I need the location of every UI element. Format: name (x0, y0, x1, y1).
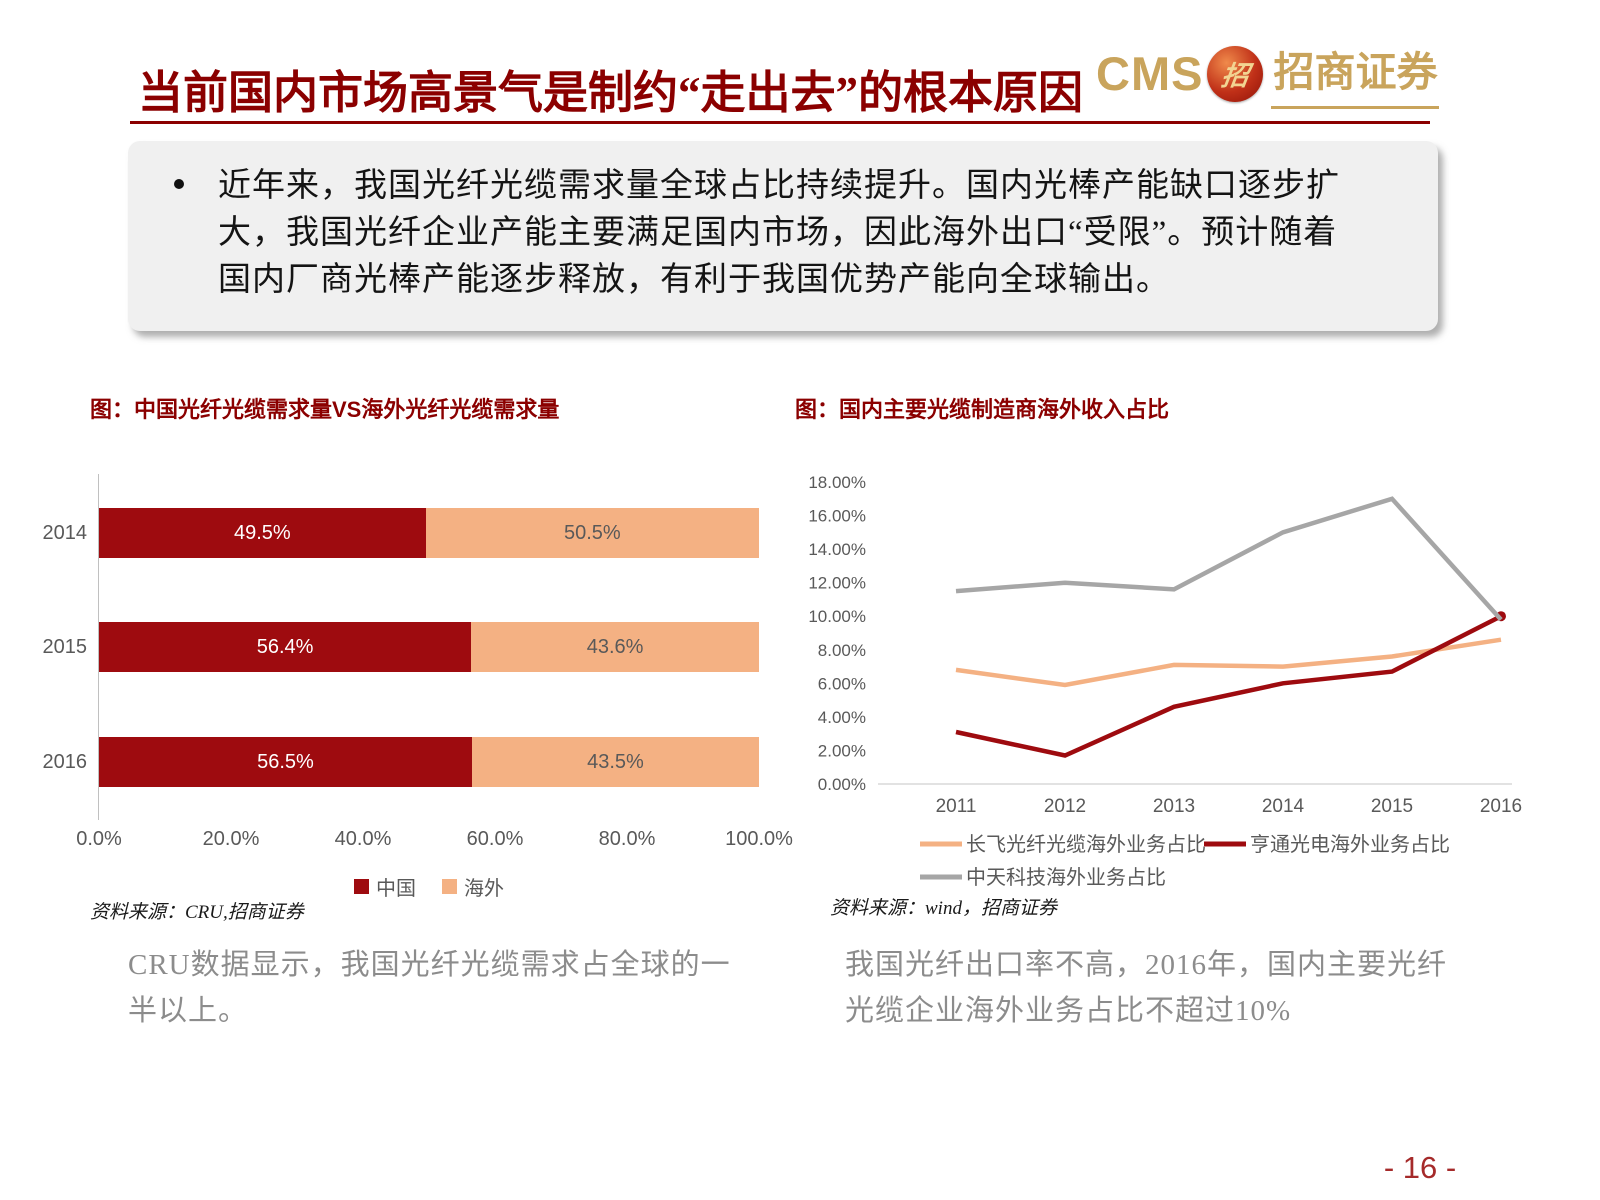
y-tick-label: 0.00% (818, 775, 866, 794)
page-number: - 16 - (1383, 1150, 1457, 1185)
y-tick-label: 8.00% (818, 641, 866, 660)
bar-value-label: 43.6% (586, 635, 644, 658)
bar-value-label: 56.4% (256, 635, 314, 658)
legend-label-长飞光纤光缆海外业务占比: 长飞光纤光缆海外业务占比 (966, 833, 1206, 856)
legend-label: 海外 (464, 878, 504, 900)
y-tick-label: 14.00% (808, 540, 866, 559)
bar-row-2015: 2015 56.4% 43.6% (43, 622, 759, 672)
emblem-glyph: 招 (1219, 61, 1251, 91)
line-series-中天科技海外业务占比 (955, 496, 1503, 622)
page-title: 当前国内市场高景气是制约“走出去”的根本原因 (138, 68, 1084, 118)
line-series-亨通光电海外业务占比 (955, 614, 1503, 758)
x-tick-label: 20.0% (202, 828, 260, 850)
bar-value-label: 50.5% (563, 521, 621, 544)
y-tick-label: 4.00% (818, 708, 866, 727)
legend-label: 中国 (376, 878, 416, 900)
left-caption: CRU数据显示，我国光纤光缆需求占全球的一半以上。 (128, 949, 731, 1027)
legend-swatch (442, 879, 457, 894)
x-tick-label: 2011 (936, 796, 977, 817)
right-caption: 我国光纤出口率不高，2016年，国内主要光纤光缆企业海外业务占比不超过10% (845, 949, 1448, 1027)
x-tick-label: 0.0% (76, 828, 122, 850)
x-tick-label: 40.0% (334, 828, 392, 850)
y-tick-label: 10.00% (808, 607, 866, 626)
y-tick-label: 16.00% (808, 507, 866, 526)
legend-label-亨通光电海外业务占比: 亨通光电海外业务占比 (1250, 833, 1450, 856)
cms-emblem-icon: 招 (1207, 45, 1264, 102)
bar-segment-中国: 49.5% (99, 508, 426, 558)
bar-category-label: 2015 (42, 636, 88, 658)
x-tick-label: 2014 (1262, 796, 1305, 817)
x-tick-label: 2016 (1480, 796, 1522, 817)
legend-swatch (354, 879, 369, 894)
legend-label-中天科技海外业务占比: 中天科技海外业务占比 (966, 866, 1166, 889)
summary-box: 近年来，我国光纤光缆需求量全球占比持续提升。国内光棒产能缺口逐步扩大，我国光纤企… (128, 141, 1438, 331)
right-chart-title: 图：国内主要光缆制造商海外收入占比 (795, 397, 1170, 422)
bar-chart-legend: 中国 海外 (99, 872, 759, 901)
line-chart: 0.00% 2.00% 4.00% 6.00% 8.00% 10.00% 12.00% 14.… (808, 473, 1522, 889)
y-tick-label: 6.00% (818, 674, 866, 693)
bar-category-label: 2016 (42, 751, 88, 773)
bar-chart-x-axis: 0.0% 20.0% 40.0% 60.0% 80.0% 100.0% (76, 828, 793, 852)
x-tick-label: 80.0% (598, 828, 656, 850)
bar-segment-海外: 50.5% (425, 508, 759, 558)
left-source-note: 资料来源：CRU,招商证券 (90, 902, 304, 923)
y-tick-label: 2.00% (818, 741, 866, 760)
bar-segment-海外: 43.5% (471, 737, 759, 787)
legend-item-中国: 中国 (354, 872, 416, 901)
y-tick-label: 18.00% (808, 473, 866, 492)
company-logo: CMS 招 招商证券 (1096, 38, 1440, 109)
x-tick-label: 2015 (1371, 796, 1413, 817)
bullet-marker (174, 179, 184, 189)
x-tick-label: 2013 (1153, 796, 1195, 817)
x-tick-label: 60.0% (466, 828, 524, 850)
bar-category-label: 2014 (42, 522, 88, 544)
x-tick-label: 100.0% (725, 828, 793, 850)
bar-segment-中国: 56.4% (99, 622, 472, 672)
right-source-note: 资料来源：wind，招商证券 (830, 898, 1057, 919)
bar-value-label: 49.5% (233, 521, 291, 544)
bar-value-label: 43.5% (587, 750, 644, 773)
stacked-bar-chart: 0.0% 20.0% 40.0% 60.0% 80.0% 100.0% 中国 海外 2014… (43, 474, 793, 900)
bar-segment-中国: 56.5% (99, 737, 472, 787)
bar-value-label: 56.5% (257, 750, 314, 773)
bar-row-2014: 2014 49.5% 50.5% (43, 508, 759, 558)
y-tick-label: 12.00% (808, 574, 866, 593)
summary-text: 近年来，我国光纤光缆需求量全球占比持续提升。国内光棒产能缺口逐步扩大，我国光纤企… (218, 168, 1340, 298)
bar-row-2016: 2016 56.5% 43.5% (43, 737, 759, 787)
title-underline (130, 121, 1430, 124)
x-tick-label: 2012 (1044, 796, 1086, 817)
line-series-长飞光纤光缆海外业务占比 (955, 637, 1502, 688)
cms-logo-text: CMS (1096, 47, 1204, 100)
brand-name: 招商证券 (1271, 38, 1440, 109)
bar-segment-海外: 43.6% (471, 622, 759, 672)
left-chart-title: 图：中国光纤光缆需求量VS海外光纤光缆需求量 (90, 397, 560, 422)
legend-item-海外: 海外 (442, 872, 504, 901)
